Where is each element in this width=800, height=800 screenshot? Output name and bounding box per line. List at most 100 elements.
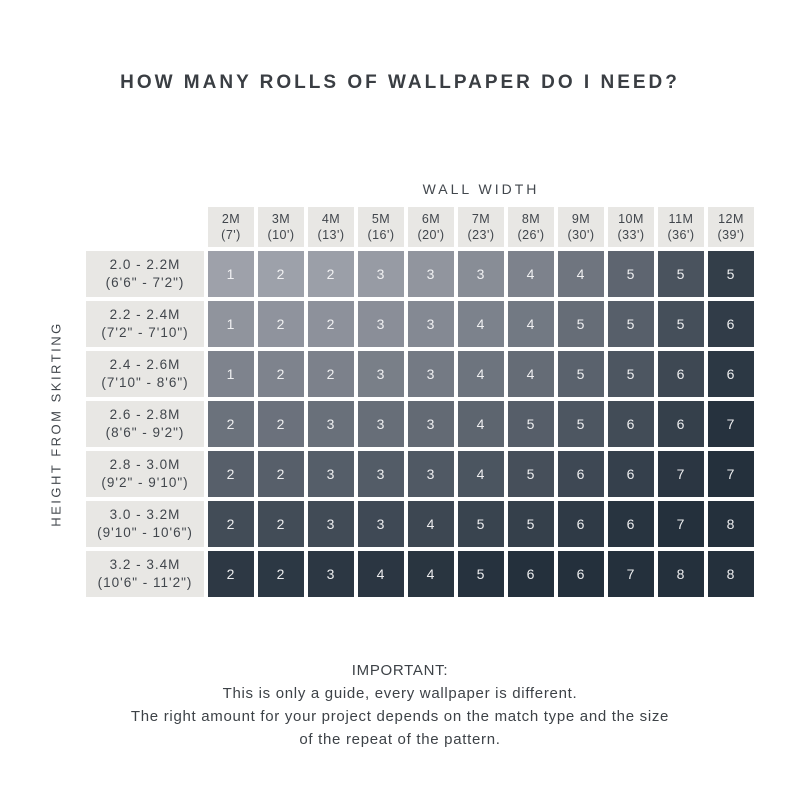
row-header-4: 2.6 - 2.8M (8'6" - 9'2") xyxy=(86,401,204,447)
roll-count-cell-r7-c8: 6 xyxy=(558,551,604,597)
roll-count-cell-r5-c4: 3 xyxy=(358,451,404,497)
footer-note-line: The right amount for your project depend… xyxy=(130,708,670,725)
roll-count-cell-r7-c5: 4 xyxy=(408,551,454,597)
roll-count-cell-r6-c2: 2 xyxy=(258,501,304,547)
column-header-meters: 5M xyxy=(371,212,391,226)
roll-count-cell-r5-c9: 6 xyxy=(608,451,654,497)
column-header-7m: 7M (23') xyxy=(458,207,504,247)
column-header-4m: 4M (13') xyxy=(308,207,354,247)
roll-count-cell-r4-c10: 6 xyxy=(658,401,704,447)
row-header-meters: 2.8 - 3.0M xyxy=(109,457,181,472)
column-header-feet: (30') xyxy=(567,228,595,242)
column-header-12m: 12M (39') xyxy=(708,207,754,247)
roll-count-cell-r6-c9: 6 xyxy=(608,501,654,547)
roll-count-cell-r2-c6: 4 xyxy=(458,301,504,347)
roll-count-cell-r3-c6: 4 xyxy=(458,351,504,397)
height-from-skirting-axis-label: HEIGHT FROM SKIRTING xyxy=(48,321,64,527)
column-header-8m: 8M (26') xyxy=(508,207,554,247)
column-header-meters: 8M xyxy=(521,212,541,226)
roll-count-cell-r7-c7: 6 xyxy=(508,551,554,597)
row-header-meters: 3.0 - 3.2M xyxy=(109,507,181,522)
roll-count-cell-r5-c8: 6 xyxy=(558,451,604,497)
roll-count-cell-r2-c8: 5 xyxy=(558,301,604,347)
column-header-10m: 10M (33') xyxy=(608,207,654,247)
roll-count-cell-r7-c10: 8 xyxy=(658,551,704,597)
roll-count-cell-r2-c4: 3 xyxy=(358,301,404,347)
row-header-meters: 2.6 - 2.8M xyxy=(109,407,181,422)
column-header-feet: (16') xyxy=(367,228,395,242)
page-title: HOW MANY ROLLS OF WALLPAPER DO I NEED? xyxy=(120,72,680,93)
row-header-feet: (9'10" - 10'6") xyxy=(97,525,193,540)
roll-count-cell-r5-c2: 2 xyxy=(258,451,304,497)
roll-count-cell-r1-c4: 3 xyxy=(358,251,404,297)
row-header-feet: (10'6" - 11'2") xyxy=(97,575,193,590)
row-header-feet: (8'6" - 9'2") xyxy=(105,425,185,440)
roll-count-cell-r3-c4: 3 xyxy=(358,351,404,397)
column-header-meters: 4M xyxy=(321,212,341,226)
roll-count-cell-r4-c2: 2 xyxy=(258,401,304,447)
roll-count-cell-r6-c10: 7 xyxy=(658,501,704,547)
roll-count-cell-r6-c6: 5 xyxy=(458,501,504,547)
row-header-1: 2.0 - 2.2M (6'6" - 7'2") xyxy=(86,251,204,297)
roll-count-cell-r4-c5: 3 xyxy=(408,401,454,447)
roll-count-cell-r2-c11: 6 xyxy=(708,301,754,347)
roll-count-cell-r3-c1: 1 xyxy=(208,351,254,397)
roll-count-cell-r6-c7: 5 xyxy=(508,501,554,547)
roll-count-cell-r5-c11: 7 xyxy=(708,451,754,497)
roll-count-cell-r4-c3: 3 xyxy=(308,401,354,447)
roll-count-cell-r6-c5: 4 xyxy=(408,501,454,547)
roll-count-cell-r1-c8: 4 xyxy=(558,251,604,297)
roll-count-cell-r6-c1: 2 xyxy=(208,501,254,547)
roll-count-cell-r4-c9: 6 xyxy=(608,401,654,447)
row-header-feet: (6'6" - 7'2") xyxy=(105,275,185,290)
roll-count-cell-r6-c11: 8 xyxy=(708,501,754,547)
row-header-feet: (7'2" - 7'10") xyxy=(101,325,189,340)
column-header-feet: (10') xyxy=(267,228,295,242)
column-header-meters: 9M xyxy=(571,212,591,226)
roll-count-cell-r3-c8: 5 xyxy=(558,351,604,397)
footer-important-heading: IMPORTANT: xyxy=(351,662,449,679)
roll-count-cell-r7-c2: 2 xyxy=(258,551,304,597)
column-header-feet: (20') xyxy=(417,228,445,242)
wall-width-axis-label: WALL WIDTH xyxy=(422,181,540,197)
roll-count-cell-r1-c2: 2 xyxy=(258,251,304,297)
column-header-feet: (13') xyxy=(317,228,345,242)
roll-count-cell-r3-c5: 3 xyxy=(408,351,454,397)
roll-count-cell-r1-c3: 2 xyxy=(308,251,354,297)
row-header-2: 2.2 - 2.4M (7'2" - 7'10") xyxy=(86,301,204,347)
roll-count-cell-r1-c6: 3 xyxy=(458,251,504,297)
column-header-meters: 2M xyxy=(221,212,241,226)
roll-count-cell-r3-c11: 6 xyxy=(708,351,754,397)
roll-count-cell-r1-c10: 5 xyxy=(658,251,704,297)
footer-note-line: This is only a guide, every wallpaper is… xyxy=(222,685,578,702)
column-header-feet: (36') xyxy=(667,228,695,242)
roll-count-cell-r5-c6: 4 xyxy=(458,451,504,497)
roll-count-cell-r2-c10: 5 xyxy=(658,301,704,347)
column-header-feet: (33') xyxy=(617,228,645,242)
roll-count-cell-r7-c11: 8 xyxy=(708,551,754,597)
roll-count-cell-r1-c7: 4 xyxy=(508,251,554,297)
column-header-5m: 5M (16') xyxy=(358,207,404,247)
roll-count-cell-r5-c5: 3 xyxy=(408,451,454,497)
column-header-feet: (23') xyxy=(467,228,495,242)
roll-count-cell-r7-c9: 7 xyxy=(608,551,654,597)
column-header-feet: (26') xyxy=(517,228,545,242)
column-header-feet: (39') xyxy=(717,228,745,242)
column-header-meters: 3M xyxy=(271,212,291,226)
roll-count-cell-r4-c6: 4 xyxy=(458,401,504,447)
roll-count-cell-r4-c1: 2 xyxy=(208,401,254,447)
footer-note: IMPORTANT: This is only a guide, every w… xyxy=(0,659,800,751)
roll-count-cell-r4-c4: 3 xyxy=(358,401,404,447)
column-header-meters: 11M xyxy=(668,212,694,226)
column-header-9m: 9M (30') xyxy=(558,207,604,247)
roll-count-cell-r3-c9: 5 xyxy=(608,351,654,397)
roll-count-cell-r3-c7: 4 xyxy=(508,351,554,397)
row-header-feet: (9'2" - 9'10") xyxy=(101,475,189,490)
roll-count-cell-r2-c5: 3 xyxy=(408,301,454,347)
roll-count-cell-r3-c10: 6 xyxy=(658,351,704,397)
roll-count-cell-r7-c3: 3 xyxy=(308,551,354,597)
roll-count-cell-r7-c4: 4 xyxy=(358,551,404,597)
column-header-meters: 7M xyxy=(471,212,491,226)
roll-count-cell-r1-c1: 1 xyxy=(208,251,254,297)
